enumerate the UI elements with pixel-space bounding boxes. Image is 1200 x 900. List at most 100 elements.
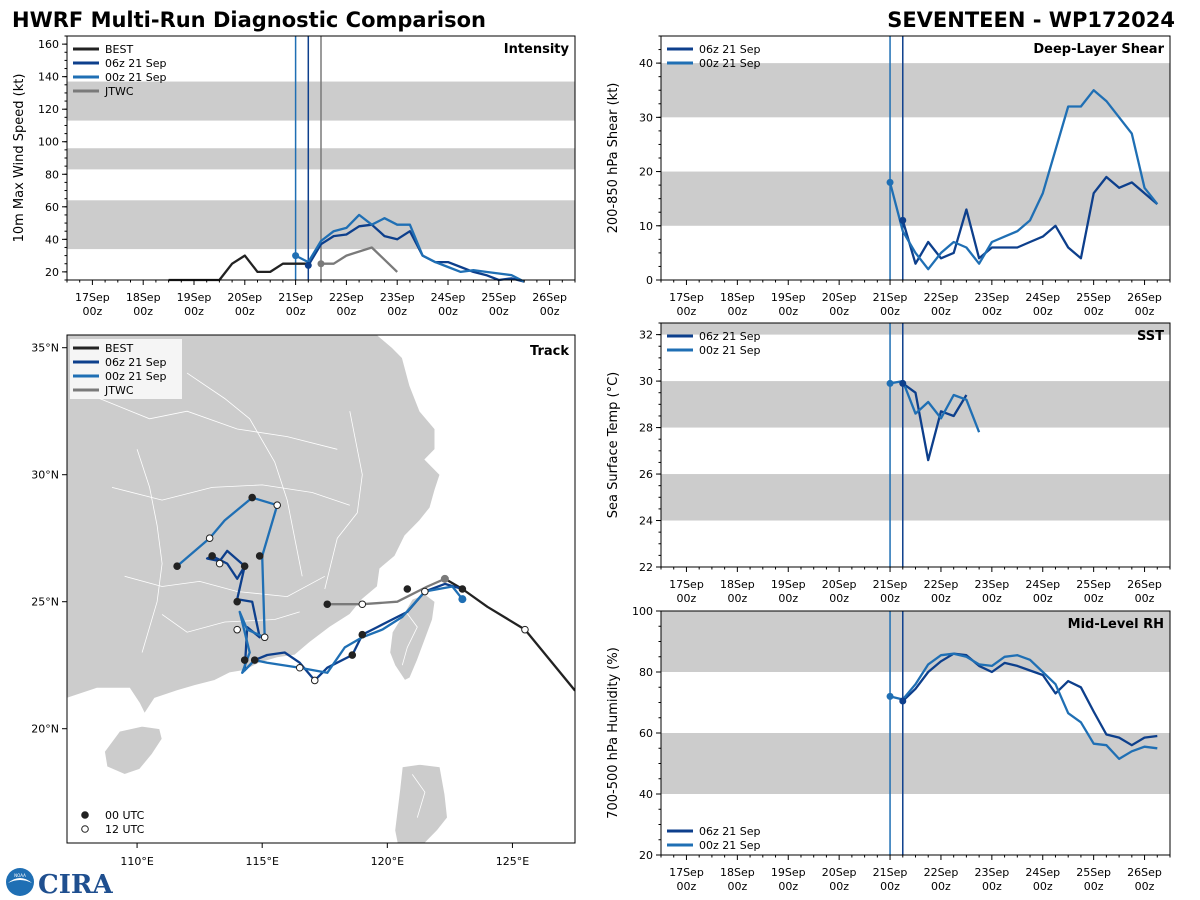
shaded-band	[661, 733, 1170, 794]
x-tick-label: 19Sep	[771, 866, 806, 879]
y-tick-label: 20	[45, 266, 59, 279]
x-tick-label: 22Sep	[924, 578, 959, 591]
track-marker	[403, 585, 412, 593]
x-tick-sublabel: 00z	[83, 305, 103, 318]
x-tick-label: 24Sep	[1025, 291, 1060, 304]
y-tick-label: 30	[639, 111, 653, 124]
x-tick-label: 23Sep	[974, 578, 1009, 591]
shaded-band	[661, 63, 1170, 118]
track-marker	[208, 552, 216, 560]
province-border	[401, 606, 418, 666]
x-tick-sublabel: 00z	[880, 880, 900, 893]
y-tick-label: 26	[639, 468, 653, 481]
land-china	[67, 335, 441, 715]
x-tick-label: 23Sep	[974, 866, 1009, 879]
y-tick-label: 40	[45, 233, 59, 246]
y-tick-label: 100	[38, 136, 59, 149]
x-tick-label: 18Sep	[720, 866, 755, 879]
y-tick-label: 28	[639, 422, 653, 435]
x-tick-label: 17Sep	[75, 291, 110, 304]
y-axis-label: 10m Max Wind Speed (kt)	[12, 74, 27, 243]
legend-label: 00z 21 Sep	[699, 57, 761, 70]
track-marker	[240, 562, 249, 570]
x-tick-label: 21Sep	[873, 578, 908, 591]
shaded-band	[661, 611, 1170, 672]
x-tick-sublabel: 00z	[778, 880, 798, 893]
x-tick-label: 24Sep	[1025, 578, 1060, 591]
x-tick-label: 19Sep	[177, 291, 212, 304]
track-init-point-jtwc	[440, 574, 449, 583]
province-border	[124, 575, 325, 598]
y-tick-label: 22	[639, 561, 653, 574]
sst-panel: 22242628303217Sep00z18Sep00z19Sep00z20Se…	[606, 322, 1171, 605]
x-tick-sublabel: 00z	[438, 305, 458, 318]
series-line-jtwc	[321, 246, 398, 273]
x-tick-sublabel: 00z	[1084, 592, 1104, 605]
legend-label: JTWC	[104, 85, 134, 98]
track-marker	[215, 559, 224, 568]
x-tick-label: 22Sep	[329, 291, 364, 304]
land-group	[67, 335, 448, 843]
legend-label: BEST	[105, 43, 133, 56]
x-tick-sublabel: 00z	[1135, 305, 1155, 318]
track-marker	[348, 651, 357, 659]
track-marker	[358, 600, 367, 609]
x-tick-sublabel: 00z	[778, 592, 798, 605]
x-tick-sublabel: 00z	[184, 305, 204, 318]
x-tick-sublabel: 00z	[829, 305, 849, 318]
y-axis-label: Sea Surface Temp (°C)	[606, 372, 621, 519]
init-point-run00	[886, 692, 894, 700]
init-point-run06	[899, 697, 907, 705]
marker-legend-label: 00 UTC	[105, 809, 145, 822]
x-tick-sublabel: 00z	[540, 305, 560, 318]
marker-legend-symbol	[81, 825, 89, 833]
track-line-best	[444, 577, 575, 692]
track-marker	[323, 600, 332, 609]
y-tick-label: 20°N	[31, 723, 59, 736]
x-tick-sublabel: 00z	[1135, 880, 1155, 893]
x-tick-label: 120°E	[371, 855, 404, 868]
x-tick-sublabel: 00z	[337, 305, 357, 318]
x-tick-sublabel: 00z	[1033, 305, 1053, 318]
init-point-run00	[292, 252, 300, 260]
series-line-run00	[888, 89, 1159, 271]
province-border	[111, 484, 350, 506]
shaded-band	[661, 171, 1170, 226]
track-init-point-run00	[458, 595, 467, 604]
x-tick-sublabel: 00z	[778, 305, 798, 318]
track-marker	[250, 656, 259, 664]
province-border	[136, 449, 163, 653]
x-tick-sublabel: 00z	[727, 305, 747, 318]
x-tick-sublabel: 00z	[829, 880, 849, 893]
x-tick-sublabel: 00z	[235, 305, 255, 318]
y-tick-label: 100	[632, 605, 653, 618]
x-tick-label: 25Sep	[1076, 866, 1111, 879]
y-tick-label: 40	[639, 57, 653, 70]
y-tick-label: 25°N	[31, 596, 59, 609]
panel-title: Intensity	[504, 42, 570, 57]
x-tick-label: 25Sep	[1076, 578, 1111, 591]
track-marker	[521, 625, 529, 634]
track-marker	[310, 676, 319, 685]
track-marker	[295, 663, 304, 672]
legend-label: 00z 21 Sep	[105, 71, 167, 84]
cira-wordmark: CIRA	[38, 870, 113, 899]
y-tick-label: 30	[639, 375, 653, 388]
x-tick-sublabel: 00z	[727, 592, 747, 605]
track-marker	[233, 597, 241, 606]
x-tick-sublabel: 00z	[880, 305, 900, 318]
shaded-band	[661, 323, 1170, 335]
init-point-run00	[886, 379, 894, 387]
track-marker	[248, 493, 256, 502]
x-tick-sublabel: 00z	[489, 305, 509, 318]
x-tick-label: 20Sep	[822, 866, 857, 879]
plot-frame	[66, 334, 576, 844]
marker-legend-symbol	[81, 811, 89, 819]
init-point-run06	[899, 379, 907, 387]
x-tick-sublabel: 00z	[286, 305, 306, 318]
x-tick-label: 24Sep	[1025, 866, 1060, 879]
y-tick-label: 30°N	[31, 469, 59, 482]
x-tick-sublabel: 00z	[931, 880, 951, 893]
legend-label: 00z 21 Sep	[699, 344, 761, 357]
